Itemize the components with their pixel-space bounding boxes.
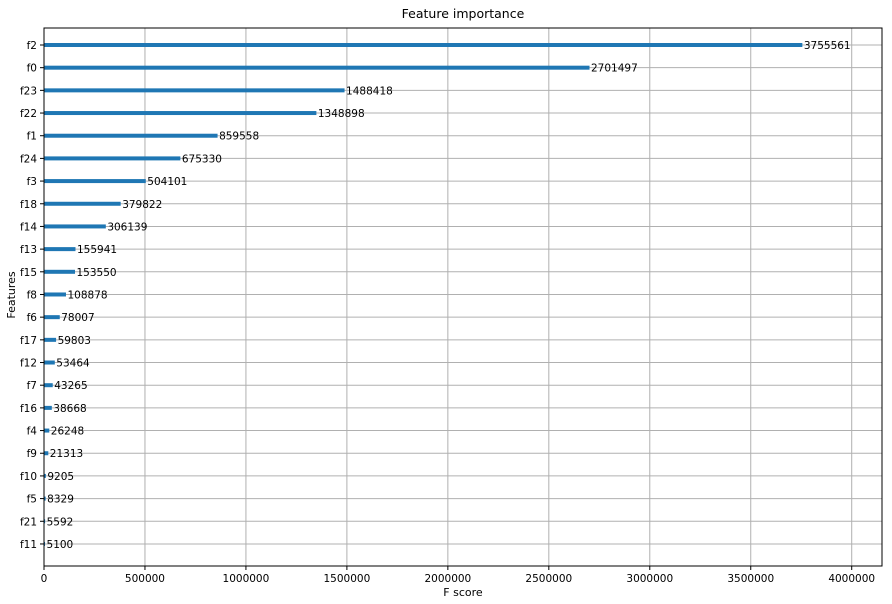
y-tick-label-f8: f8: [27, 289, 37, 301]
y-tick-label-f4: f4: [27, 426, 38, 438]
value-label-f6: 78007: [61, 312, 94, 324]
y-tick-label-f6: f6: [27, 312, 38, 324]
bar-f23: [44, 88, 345, 93]
y-tick-label-f23: f23: [20, 85, 37, 97]
value-label-f8: 108878: [67, 289, 107, 301]
bar-f18: [44, 201, 121, 206]
bar-f3: [44, 179, 146, 184]
value-label-f14: 306139: [107, 221, 147, 233]
y-tick-label-f12: f12: [20, 358, 37, 370]
y-tick-label-f5: f5: [27, 494, 37, 506]
bar-f14: [44, 224, 106, 229]
value-label-f24: 675330: [182, 153, 222, 165]
value-label-f18: 379822: [122, 199, 162, 211]
bar-f4: [44, 428, 50, 433]
y-tick-label-f15: f15: [20, 267, 37, 279]
x-tick-label: 3000000: [626, 573, 673, 585]
bar-f24: [44, 156, 181, 161]
bar-f22: [44, 111, 317, 116]
value-label-f3: 504101: [147, 176, 187, 188]
bar-f5: [44, 496, 46, 501]
value-label-f21: 5592: [47, 516, 74, 528]
x-tick-label: 3500000: [727, 573, 774, 585]
value-label-f23: 1488418: [346, 85, 393, 97]
y-tick-label-f14: f14: [20, 221, 37, 233]
x-tick-label: 2000000: [424, 573, 471, 585]
value-label-f16: 38668: [53, 403, 86, 415]
x-tick-label: 500000: [125, 573, 165, 585]
value-label-f5: 8329: [47, 494, 74, 506]
bar-f1: [44, 133, 218, 138]
bar-f12: [44, 360, 55, 365]
value-label-f10: 9205: [47, 471, 74, 483]
x-axis-label: F score: [443, 586, 483, 599]
bar-f10: [44, 473, 46, 478]
value-label-f7: 43265: [54, 380, 87, 392]
bars: [44, 43, 803, 546]
y-axis-label: Features: [5, 271, 18, 319]
value-label-f2: 3755561: [804, 40, 851, 52]
y-tick-label-f2: f2: [27, 40, 37, 52]
bar-f8: [44, 292, 66, 297]
value-labels: 3755561 2701497 1488418 1348898 859558 675330…: [47, 40, 851, 551]
y-tick-label-f22: f22: [20, 108, 37, 120]
y-axis-ticks: f2 f0 f23 f22 f1 f24 f3 f18 f14 f13 f15 f8 f6 f17 f12 f…: [20, 40, 44, 551]
x-tick-label: 4000000: [828, 573, 875, 585]
bar-f9: [44, 451, 49, 456]
y-tick-label-f24: f24: [20, 153, 37, 165]
y-tick-label-f1: f1: [27, 131, 37, 143]
y-tick-label-f21: f21: [20, 516, 37, 528]
y-tick-label-f11: f11: [20, 539, 37, 551]
grid-lines: [43, 28, 882, 566]
bar-f21: [44, 519, 46, 524]
value-label-f4: 26248: [51, 426, 84, 438]
y-tick-label-f9: f9: [27, 448, 37, 460]
value-label-f9: 21313: [50, 448, 83, 460]
bar-f7: [44, 383, 53, 388]
bar-f16: [44, 405, 52, 410]
y-tick-label-f18: f18: [20, 199, 37, 211]
bar-f13: [44, 247, 76, 252]
value-label-f12: 53464: [56, 358, 90, 370]
y-tick-label-f16: f16: [20, 403, 37, 415]
x-tick-label: 1000000: [223, 573, 270, 585]
bar-f6: [44, 315, 60, 320]
value-label-f1: 859558: [219, 131, 259, 143]
value-label-f22: 1348898: [318, 108, 365, 120]
bar-f15: [44, 269, 76, 274]
bar-f2: [44, 43, 803, 47]
y-tick-label-f7: f7: [27, 380, 37, 392]
bar-f17: [44, 337, 57, 342]
value-label-f15: 153550: [77, 267, 117, 279]
x-tick-label: 2500000: [525, 573, 572, 585]
value-label-f0: 2701497: [591, 63, 638, 75]
y-tick-label-f3: f3: [27, 176, 37, 188]
y-tick-label-f13: f13: [20, 244, 37, 256]
bar-f0: [44, 65, 590, 70]
x-axis-ticks: 0 500000 1000000 1500000 2000000 2500000 30000…: [41, 566, 875, 585]
x-tick-label: 0: [41, 573, 48, 585]
chart-title: Feature importance: [402, 6, 525, 21]
value-label-f13: 155941: [77, 244, 117, 256]
plot-frame: [43, 27, 883, 567]
value-label-f11: 5100: [47, 539, 74, 551]
bar-f11: [44, 541, 46, 546]
y-tick-label-f0: f0: [27, 63, 37, 75]
x-tick-label: 1500000: [324, 573, 371, 585]
value-label-f17: 59803: [58, 335, 91, 347]
y-tick-label-f17: f17: [20, 335, 37, 347]
y-tick-label-f10: f10: [20, 471, 37, 483]
